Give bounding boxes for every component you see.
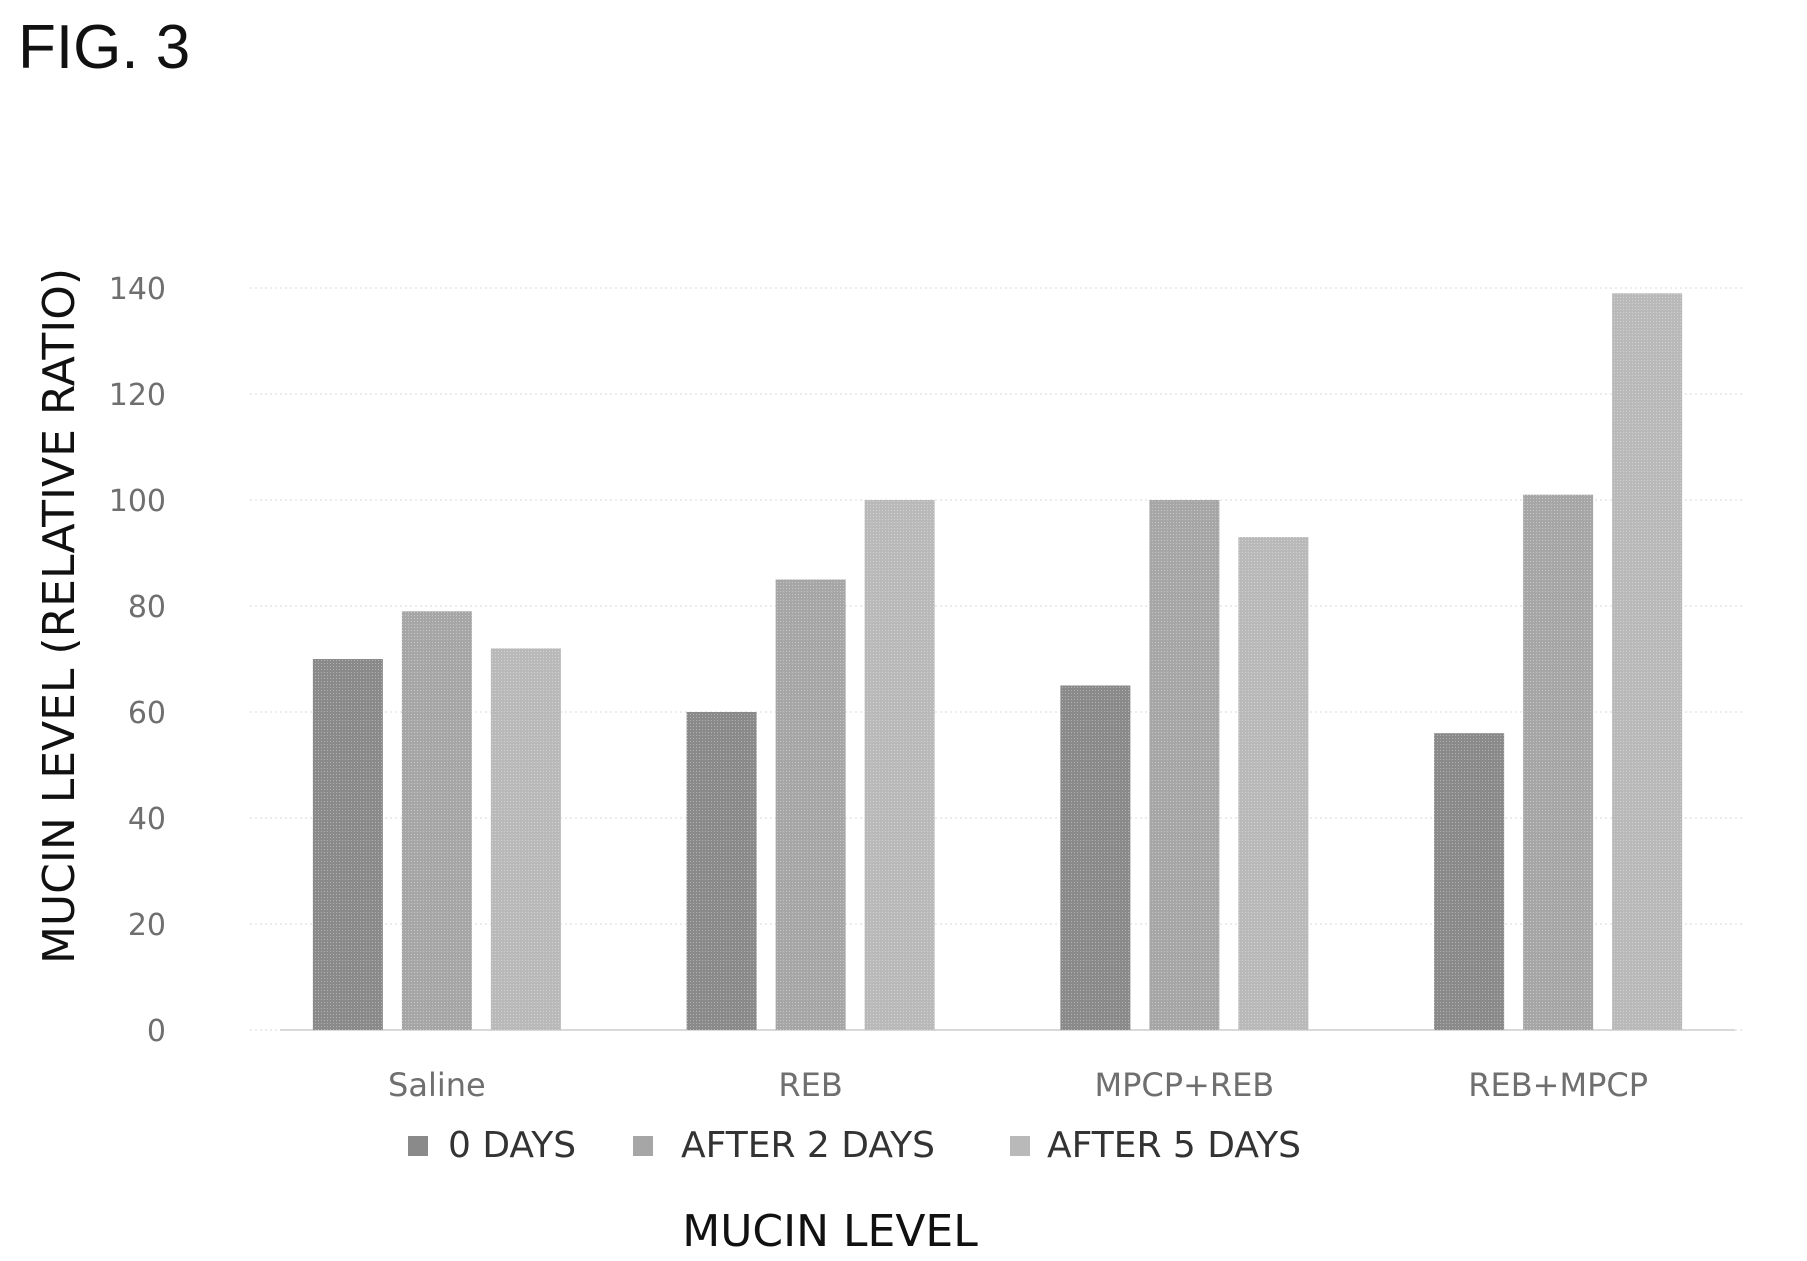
y-tick-label: 140 (109, 272, 166, 307)
category-label: Saline (388, 1066, 486, 1104)
bar-texture (1060, 685, 1131, 1030)
bar-texture (401, 611, 472, 1030)
bar-texture (864, 500, 935, 1030)
y-tick-label: 60 (128, 696, 166, 731)
y-axis-title: MUCIN LEVEL (RELATIVE RATIO) (34, 268, 85, 964)
legend-swatch (1010, 1136, 1030, 1156)
y-tick-label: 0 (147, 1014, 166, 1049)
legend-label: AFTER 2 DAYS (681, 1125, 935, 1166)
bar-texture (1149, 500, 1220, 1030)
bar-texture (490, 648, 561, 1030)
x-axis-title: MUCIN LEVEL (682, 1206, 978, 1257)
y-axis-ticks: 0 20 40 60 80 100 120 140 (109, 272, 166, 1049)
bar-texture (1612, 293, 1683, 1030)
category-label: MPCP+REB (1094, 1066, 1274, 1104)
bar-texture (686, 712, 757, 1030)
bar-texture (312, 659, 383, 1030)
gridlines (250, 287, 1745, 1031)
y-tick-label: 100 (109, 484, 166, 519)
legend-swatch (633, 1136, 653, 1156)
y-tick-label: 20 (128, 908, 166, 943)
category-label: REB (778, 1066, 842, 1104)
bar-texture (1238, 537, 1309, 1030)
x-axis-categories: Saline REB MPCP+REB REB+MPCP (388, 1066, 1648, 1104)
y-tick-label: 120 (109, 378, 166, 413)
y-tick-label: 80 (128, 590, 166, 625)
bars (312, 293, 1683, 1030)
y-tick-label: 40 (128, 802, 166, 837)
category-label: REB+MPCP (1468, 1066, 1648, 1104)
legend-label: AFTER 5 DAYS (1047, 1125, 1301, 1166)
bar-texture (775, 579, 846, 1030)
bar-texture (1434, 733, 1505, 1030)
bar-texture (1523, 494, 1594, 1030)
legend-swatch (408, 1136, 428, 1156)
figure-label: FIG. 3 (18, 13, 191, 82)
legend-label: 0 DAYS (448, 1125, 576, 1166)
legend: 0 DAYS AFTER 2 DAYS AFTER 5 DAYS (408, 1125, 1301, 1166)
